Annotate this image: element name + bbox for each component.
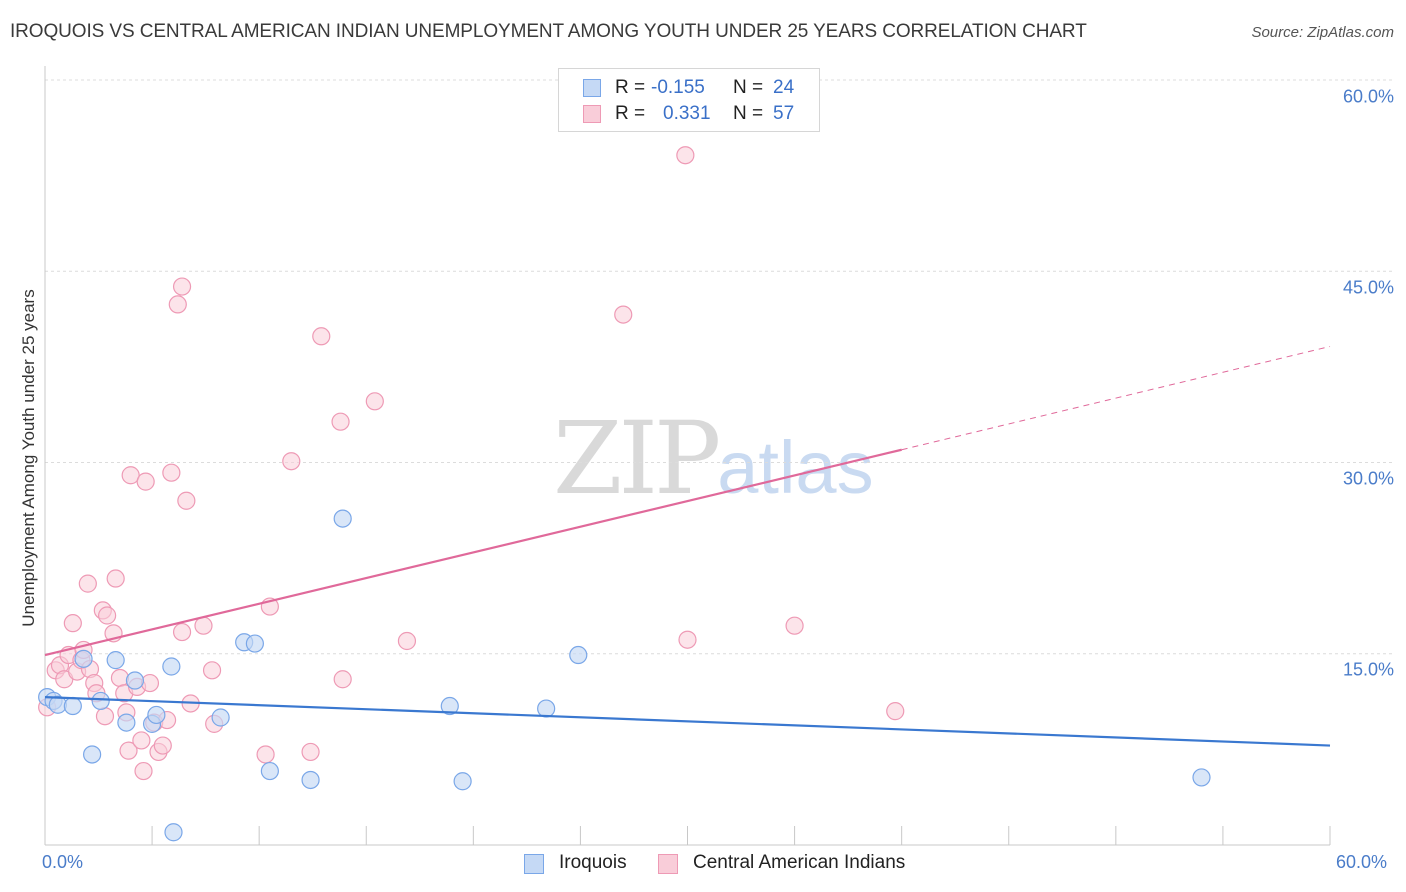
data-point-central-american	[614, 305, 633, 324]
data-point-central-american	[110, 668, 130, 688]
data-point-iroquois	[91, 691, 110, 711]
watermark-atlas: atlas	[717, 426, 874, 509]
data-point-central-american	[397, 631, 417, 651]
data-point-central-american	[168, 295, 187, 314]
data-point-central-american	[312, 327, 331, 346]
data-point-central-american	[331, 412, 350, 431]
x-tick-label-max: 60.0%	[1336, 852, 1388, 872]
data-point-central-american	[119, 741, 138, 760]
data-point-central-american	[301, 742, 320, 762]
trend-line-central-american-extension	[901, 345, 1331, 451]
data-point-iroquois	[569, 645, 588, 665]
legend-swatch-central-american	[583, 105, 601, 123]
data-point-central-american	[365, 392, 384, 411]
data-point-iroquois	[1192, 768, 1211, 787]
data-point-iroquois	[440, 696, 459, 716]
data-point-iroquois	[162, 657, 181, 676]
data-point-central-american	[172, 277, 192, 296]
bottom-legend-swatch-central-american	[658, 854, 678, 874]
data-point-iroquois	[260, 761, 279, 781]
trend-line-iroquois	[44, 696, 1331, 747]
data-point-central-american	[177, 491, 196, 510]
data-point-iroquois	[117, 713, 136, 732]
chart-title: IROQUOIS VS CENTRAL AMERICAN INDIAN UNEM…	[10, 21, 1087, 42]
bottom-legend-swatch-iroquois	[524, 854, 544, 874]
data-point-iroquois	[211, 708, 230, 727]
data-point-central-american	[256, 745, 275, 764]
bottom-legend-label: Central American Indians	[693, 852, 906, 873]
correlation-legend: R = -0.155 N = 24 R = 0.331 N = 57	[558, 68, 820, 132]
data-point-central-american	[140, 673, 160, 693]
legend-n-label: N =	[733, 103, 764, 124]
data-point-iroquois	[147, 705, 166, 725]
data-point-central-american	[194, 616, 213, 635]
data-point-iroquois	[106, 651, 125, 670]
data-point-central-american	[78, 574, 97, 593]
data-point-central-american	[172, 622, 192, 642]
data-point-central-american	[282, 452, 301, 471]
legend-r-label: R =	[615, 77, 646, 98]
watermark-zip: ZIP	[553, 400, 721, 517]
y-tick-label: 15.0%	[1342, 659, 1394, 680]
y-axis-title: Unemployment Among Youth under 25 years	[19, 289, 38, 627]
data-point-central-american	[136, 472, 155, 491]
data-point-central-american	[106, 569, 125, 588]
x-tick-label-min: 0.0%	[42, 852, 84, 872]
legend-r-value: -0.155	[651, 77, 705, 98]
y-tick-label: 60.0%	[1342, 86, 1394, 107]
legend-n-label: N =	[733, 77, 764, 98]
data-point-central-american	[98, 606, 117, 625]
data-point-central-american	[202, 661, 222, 680]
data-point-central-american	[678, 630, 697, 649]
watermark: ZIPatlas	[553, 400, 874, 517]
source-credit: Source: ZipAtlas.com	[1251, 24, 1394, 41]
data-point-iroquois	[333, 509, 352, 528]
data-point-iroquois	[74, 649, 93, 668]
data-point-central-american	[886, 702, 905, 721]
bottom-legend-label: Iroquois	[559, 852, 627, 873]
legend-n-value: 24	[773, 77, 795, 98]
data-point-iroquois	[301, 770, 320, 790]
legend-n-value: 57	[773, 103, 795, 124]
data-point-central-american	[95, 707, 115, 726]
legend-r-value: 0.331	[663, 103, 711, 124]
data-point-central-american	[785, 616, 804, 635]
data-point-central-american	[153, 736, 172, 755]
data-point-central-american	[134, 761, 153, 781]
data-point-iroquois	[83, 745, 102, 764]
data-point-iroquois	[125, 671, 145, 690]
y-tick-label: 30.0%	[1342, 468, 1394, 489]
data-point-iroquois	[63, 696, 82, 716]
data-point-iroquois	[245, 634, 264, 653]
data-point-iroquois	[453, 772, 472, 791]
trend-line-central-american	[44, 448, 902, 657]
data-point-iroquois	[164, 823, 183, 842]
legend-r-label: R =	[615, 103, 646, 124]
data-point-central-american	[162, 463, 181, 482]
data-point-central-american	[63, 614, 82, 633]
data-point-central-american	[132, 731, 151, 750]
legend-swatch-iroquois	[583, 79, 601, 97]
data-point-iroquois	[537, 699, 556, 718]
data-point-central-american	[333, 670, 352, 689]
y-tick-label: 45.0%	[1342, 277, 1394, 298]
data-point-central-american	[676, 146, 695, 165]
